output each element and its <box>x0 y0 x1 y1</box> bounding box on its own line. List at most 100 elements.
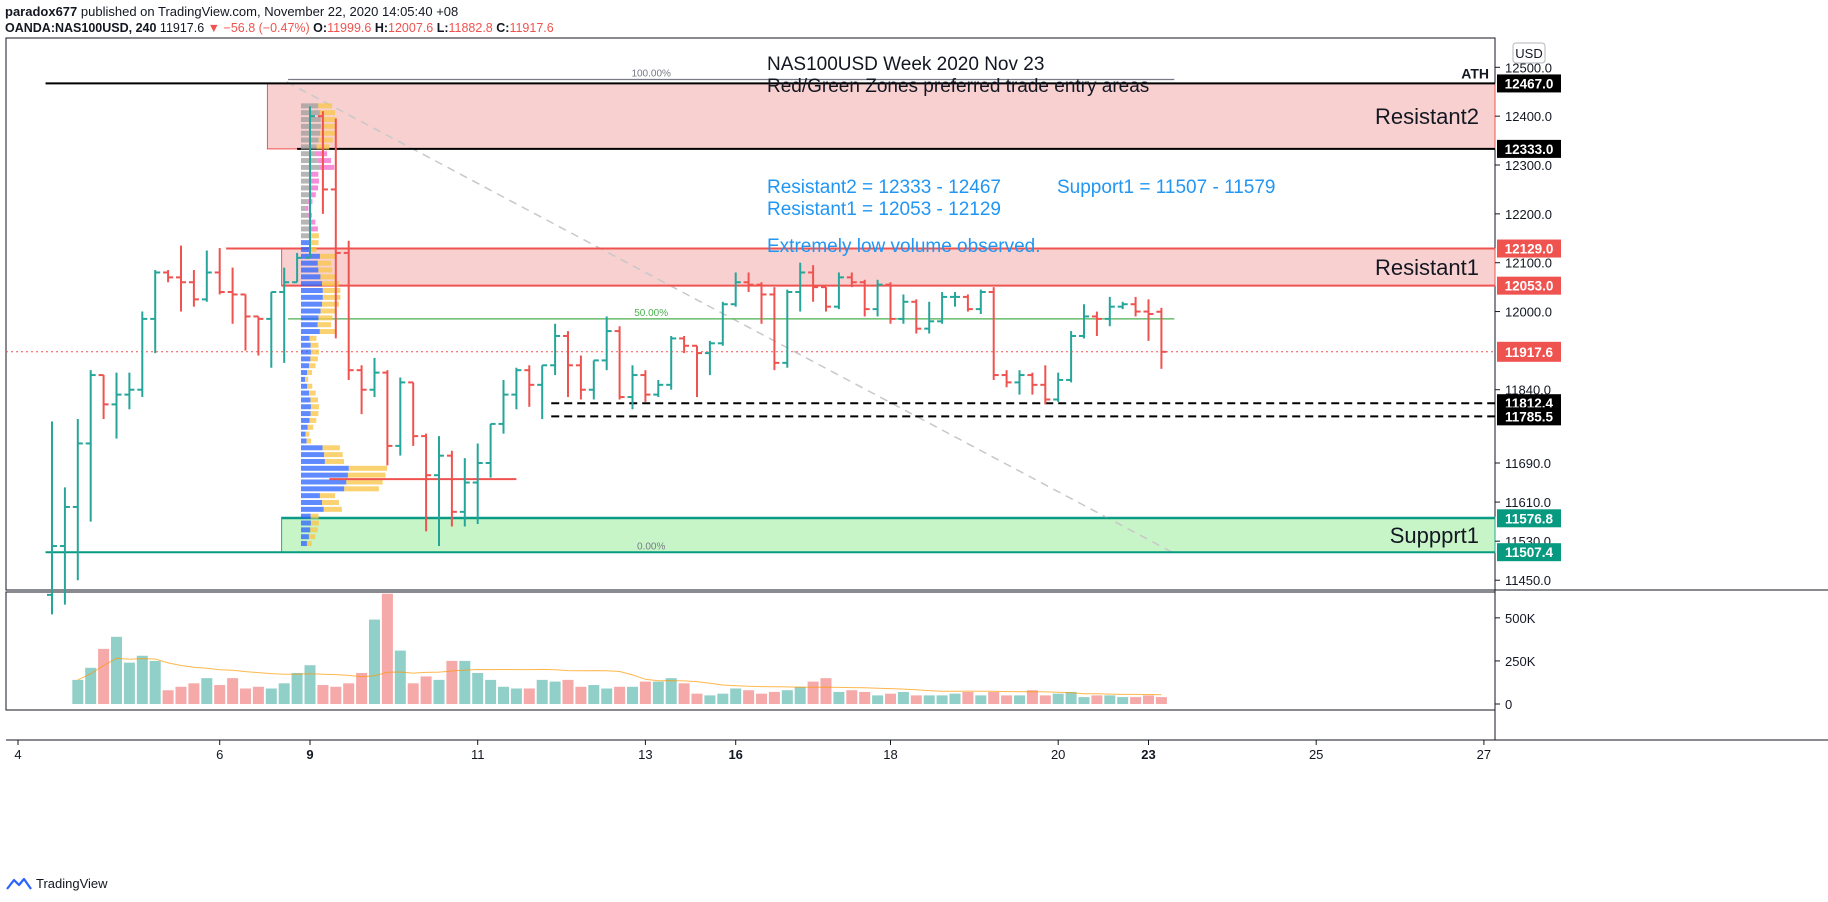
ohlc-bar[interactable] <box>1104 296 1115 327</box>
volume-bar[interactable] <box>317 685 329 704</box>
ohlc-bar[interactable] <box>343 240 354 380</box>
volume-bar[interactable] <box>639 681 651 704</box>
ohlc-bar[interactable] <box>563 331 573 398</box>
ohlc-bar[interactable] <box>950 292 960 307</box>
ohlc-bar[interactable] <box>769 287 780 371</box>
ohlc-bar[interactable] <box>588 359 599 400</box>
volume-bar[interactable] <box>988 691 1000 704</box>
ohlc-bar[interactable] <box>692 344 702 398</box>
ohlc-bar[interactable] <box>498 379 509 434</box>
ohlc-bar[interactable] <box>1040 365 1051 405</box>
volume-bar[interactable] <box>304 665 316 704</box>
ohlc-bar[interactable] <box>459 458 470 527</box>
ohlc-bar[interactable] <box>833 272 844 310</box>
volume-bar[interactable] <box>807 681 819 704</box>
volume-bar[interactable] <box>678 683 690 704</box>
volume-bar[interactable] <box>175 686 187 704</box>
ohlc-bar[interactable] <box>98 374 109 420</box>
ohlc-bar[interactable] <box>485 422 496 478</box>
volume-bar[interactable] <box>549 681 561 704</box>
volume-bar[interactable] <box>111 636 122 704</box>
ohlc-bar[interactable] <box>317 111 328 214</box>
ohlc-bar[interactable] <box>1027 372 1038 395</box>
volume-bar[interactable] <box>833 691 845 704</box>
ohlc-bar[interactable] <box>808 265 819 302</box>
ohlc-bar[interactable] <box>1001 370 1012 388</box>
volume-bar[interactable] <box>356 672 368 704</box>
ohlc-bar[interactable] <box>382 370 393 466</box>
ohlc-bar[interactable] <box>137 311 148 398</box>
volume-bar[interactable] <box>756 693 767 704</box>
volume-bar[interactable] <box>536 679 548 704</box>
ohlc-bar[interactable] <box>240 293 251 351</box>
volume-bar[interactable] <box>343 683 355 704</box>
volume-bar[interactable] <box>910 695 922 704</box>
ohlc-bar[interactable] <box>885 282 896 324</box>
ohlc-bar[interactable] <box>266 291 277 368</box>
ohlc-bar[interactable] <box>846 272 857 288</box>
ohlc-bar[interactable] <box>421 433 432 532</box>
ohlc-bar[interactable] <box>511 367 522 410</box>
ohlc-bar[interactable] <box>679 335 690 354</box>
volume-bar[interactable] <box>291 672 303 704</box>
ohlc-bar[interactable] <box>124 372 135 410</box>
ohlc-bar[interactable] <box>524 365 535 407</box>
volume-bar[interactable] <box>1014 695 1025 704</box>
volume-bar[interactable] <box>614 686 626 704</box>
ohlc-bar[interactable] <box>795 262 806 312</box>
volume-bar[interactable] <box>420 676 432 704</box>
volume-bar[interactable] <box>1155 697 1167 704</box>
ohlc-bar[interactable] <box>872 279 883 317</box>
volume-bar[interactable] <box>459 660 471 704</box>
ohlc-bar[interactable] <box>782 289 793 368</box>
ohlc-bar[interactable] <box>1014 370 1025 395</box>
ohlc-bar[interactable] <box>472 443 483 525</box>
volume-bar[interactable] <box>627 686 638 704</box>
ohlc-bar[interactable] <box>730 272 741 307</box>
ohlc-bar[interactable] <box>176 245 186 312</box>
ohlc-bar[interactable] <box>575 355 586 400</box>
ohlc-bar[interactable] <box>72 419 83 581</box>
ohlc-bar[interactable] <box>1091 311 1102 336</box>
volume-bar[interactable] <box>730 688 742 704</box>
ohlc-bar[interactable] <box>369 357 380 398</box>
volume-bar[interactable] <box>433 679 445 704</box>
volume-bar[interactable] <box>781 690 793 704</box>
volume-bar[interactable] <box>1026 690 1038 704</box>
ohlc-bar[interactable] <box>1143 299 1154 341</box>
ohlc-bar[interactable] <box>640 370 651 402</box>
ohlc-bar[interactable] <box>279 267 290 363</box>
ohlc-bar[interactable] <box>434 436 444 547</box>
volume-bar[interactable] <box>743 690 755 704</box>
volume-bar[interactable] <box>601 688 613 704</box>
ohlc-bar[interactable] <box>601 316 612 371</box>
ohlc-bar[interactable] <box>446 450 457 527</box>
volume-bar[interactable] <box>485 679 497 704</box>
volume-bar[interactable] <box>394 650 406 704</box>
volume-bar[interactable] <box>149 660 161 704</box>
volume-bar[interactable] <box>123 662 135 704</box>
ohlc-bar[interactable] <box>756 282 767 324</box>
volume-bar[interactable] <box>446 660 458 704</box>
volume-bar[interactable] <box>717 693 729 704</box>
ohlc-bar[interactable] <box>1066 331 1077 383</box>
zone-resistant1[interactable] <box>281 248 1496 287</box>
ohlc-bar[interactable] <box>1053 372 1064 402</box>
volume-bar[interactable] <box>1143 695 1154 704</box>
ohlc-bar[interactable] <box>227 267 238 324</box>
volume-bar[interactable] <box>1104 695 1116 704</box>
volume-bar[interactable] <box>98 648 110 704</box>
volume-bar[interactable] <box>1078 697 1090 704</box>
volume-bar[interactable] <box>523 688 535 704</box>
ohlc-bar[interactable] <box>537 364 548 420</box>
ohlc-bar[interactable] <box>614 326 625 400</box>
volume-bar[interactable] <box>588 685 600 704</box>
volume-bar[interactable] <box>407 683 419 704</box>
volume-bar[interactable] <box>575 686 587 704</box>
volume-bar[interactable] <box>1065 691 1077 704</box>
volume-bar[interactable] <box>562 679 574 704</box>
ohlc-bar[interactable] <box>163 270 174 283</box>
ohlc-bar[interactable] <box>743 272 754 293</box>
volume-bar[interactable] <box>136 655 148 704</box>
ohlc-bar[interactable] <box>395 377 406 456</box>
